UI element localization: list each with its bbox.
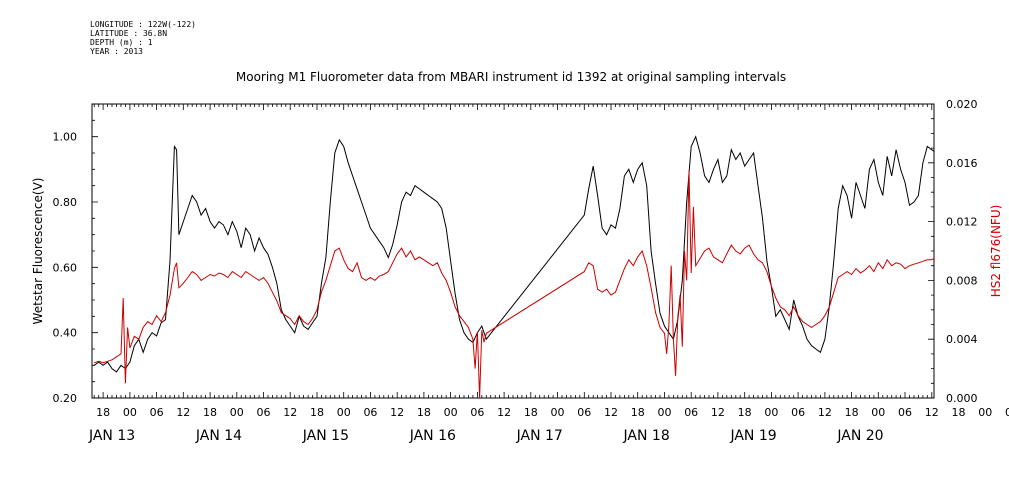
x-tick-label: 12 — [390, 406, 404, 419]
x-tick-label: 18 — [631, 406, 645, 419]
x-tick-label: 12 — [604, 406, 618, 419]
x-tick-label: 00 — [230, 406, 244, 419]
right-tick-label: 0.008 — [946, 274, 978, 287]
x-tick-label: 18 — [203, 406, 217, 419]
left-axis-label: Wetstar Fluorescence(V) — [31, 178, 45, 325]
depth-label: DEPTH (m) : 1 — [90, 38, 153, 47]
wetstar-fluorescence-line — [93, 135, 934, 373]
x-tick-label: 00 — [978, 406, 992, 419]
x-tick-label: 18 — [952, 406, 966, 419]
x-date-label: JAN 19 — [729, 428, 776, 444]
x-tick-label: 18 — [845, 406, 859, 419]
x-tick-label: 06 — [257, 406, 271, 419]
x-tick-label: 00 — [337, 406, 351, 419]
x-tick-label: 12 — [176, 406, 190, 419]
x-tick-label: 00 — [764, 406, 778, 419]
left-tick-label: 0.20 — [53, 392, 78, 405]
x-tick-label: 12 — [925, 406, 939, 419]
left-tick-label: 0.80 — [53, 196, 78, 209]
x-tick-label: 12 — [711, 406, 725, 419]
ticks-layer — [92, 103, 934, 399]
right-tick-label: 0.012 — [946, 216, 978, 229]
plot-frame — [91, 103, 935, 399]
x-tick-label: 00 — [123, 406, 137, 419]
x-tick-label: 06 — [898, 406, 912, 419]
x-date-label: JAN 20 — [836, 428, 883, 444]
x-tick-label: 00 — [551, 406, 565, 419]
x-date-label: JAN 17 — [516, 428, 563, 444]
left-axis-ticks — [92, 103, 98, 399]
labels-layer: 18 00 06 12 18 00 06 12 18 00 06 12 18 00 06 12 18 00 06 12… — [53, 98, 1009, 444]
x-date-label: JAN 13 — [88, 428, 135, 444]
x-date-label: JAN 14 — [195, 428, 242, 444]
x-tick-label: 06 — [363, 406, 377, 419]
latitude-label: LATITUDE : 36.8N — [90, 29, 168, 38]
year-label: YEAR : 2013 — [90, 47, 143, 56]
x-tick-label: 06 — [577, 406, 591, 419]
x-tick-label: 18 — [96, 406, 110, 419]
x-tick-label: 00 — [871, 406, 885, 419]
x-tick-label: 06 — [1005, 406, 1009, 419]
x-date-label: JAN 16 — [409, 428, 456, 444]
chart-title: Mooring M1 Fluorometer data from MBARI i… — [236, 70, 786, 84]
right-tick-label: 0.004 — [946, 333, 978, 346]
right-axis-ticks — [928, 103, 934, 399]
x-tick-label: 06 — [470, 406, 484, 419]
left-tick-label: 1.00 — [53, 131, 78, 144]
x-tick-label: 18 — [524, 406, 538, 419]
x-tick-label: 12 — [283, 406, 297, 419]
hs2-fl676-line — [94, 170, 934, 399]
x-tick-label: 06 — [791, 406, 805, 419]
x-minor-ticks — [93, 104, 933, 398]
left-tick-label: 0.60 — [53, 261, 78, 274]
x-tick-label: 00 — [444, 406, 458, 419]
x-tick-label: 00 — [657, 406, 671, 419]
x-tick-label: 18 — [417, 406, 431, 419]
x-tick-label: 18 — [738, 406, 752, 419]
series-layer — [93, 135, 934, 399]
longitude-label: LONGITUDE : 122W(-122) — [90, 20, 196, 29]
x-date-label: JAN 15 — [302, 428, 349, 444]
metadata-block: LONGITUDE : 122W(-122) LATITUDE : 36.8N DE… — [90, 20, 196, 56]
x-tick-label: 12 — [497, 406, 511, 419]
right-tick-label: 0.000 — [946, 392, 978, 405]
x-tick-label: 18 — [310, 406, 324, 419]
right-tick-label: 0.020 — [946, 98, 978, 111]
right-axis-label: HS2 fl676(NFU) — [989, 205, 1003, 298]
x-tick-label: 12 — [818, 406, 832, 419]
x-tick-label: 06 — [684, 406, 698, 419]
x-date-label: JAN 18 — [623, 428, 670, 444]
x-tick-label: 06 — [150, 406, 164, 419]
left-tick-label: 0.40 — [53, 327, 78, 340]
right-tick-label: 0.016 — [946, 157, 978, 170]
